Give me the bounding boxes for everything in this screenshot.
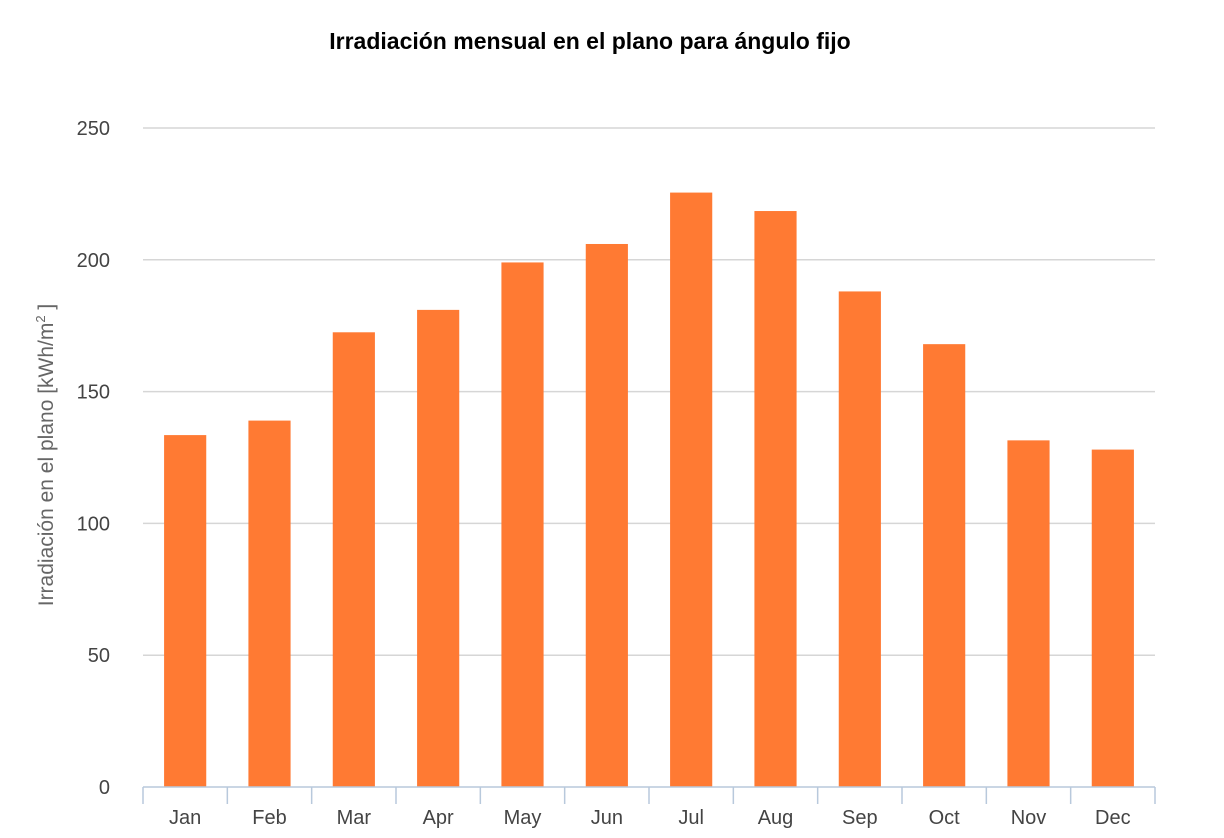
bar-dec: [1091, 449, 1134, 787]
bars: [164, 192, 1134, 787]
chart-title: Irradiación mensual en el plano para áng…: [329, 28, 850, 54]
y-axis-title: Irradiación en el plano [kWh/m2 ]: [33, 304, 58, 607]
y-tick-label-0: 0: [99, 777, 110, 799]
bar-apr: [417, 309, 460, 787]
y-axis-title-main: Irradiación en el plano [kWh/m: [35, 323, 58, 607]
y-tick-label-100: 100: [77, 513, 110, 535]
bar-jun: [585, 243, 628, 787]
bar-jan: [164, 435, 207, 787]
x-tick-labels: Jan Feb Mar Apr May Jun Jul Aug Sep Oct Nov Dec: [169, 807, 1131, 829]
y-tick-label-150: 150: [77, 382, 110, 404]
y-tick-labels: 0 50 100 150 200 250: [77, 118, 110, 799]
x-tick-label-jul: Jul: [678, 807, 704, 829]
x-tick-label-nov: Nov: [1011, 807, 1047, 829]
y-tick-label-200: 200: [77, 250, 110, 272]
x-tick-label-oct: Oct: [929, 807, 961, 829]
grid-lines: [143, 127, 1155, 656]
x-tick-label-sep: Sep: [842, 807, 878, 829]
bar-may: [501, 262, 544, 787]
x-tick-label-jun: Jun: [591, 807, 623, 829]
bar-sep: [838, 291, 881, 787]
bar-jul: [670, 192, 713, 787]
x-tick-label-may: May: [504, 807, 542, 829]
bar-oct: [923, 344, 966, 787]
bar-mar: [332, 332, 375, 787]
x-tick-label-feb: Feb: [252, 807, 286, 829]
y-axis-title-superscript: 2: [33, 315, 48, 322]
x-tick-label-apr: Apr: [423, 807, 454, 829]
x-tick-label-dec: Dec: [1095, 807, 1131, 829]
bar-aug: [754, 211, 797, 787]
y-tick-label-50: 50: [88, 645, 110, 667]
x-tick-label-mar: Mar: [337, 807, 372, 829]
x-axis: [142, 786, 1156, 804]
y-axis-title-close: ]: [35, 304, 58, 316]
x-tick-label-jan: Jan: [169, 807, 201, 829]
y-tick-label-250: 250: [77, 118, 110, 140]
bar-nov: [1007, 440, 1050, 787]
bar-feb: [248, 420, 291, 787]
x-tick-label-aug: Aug: [758, 807, 794, 829]
